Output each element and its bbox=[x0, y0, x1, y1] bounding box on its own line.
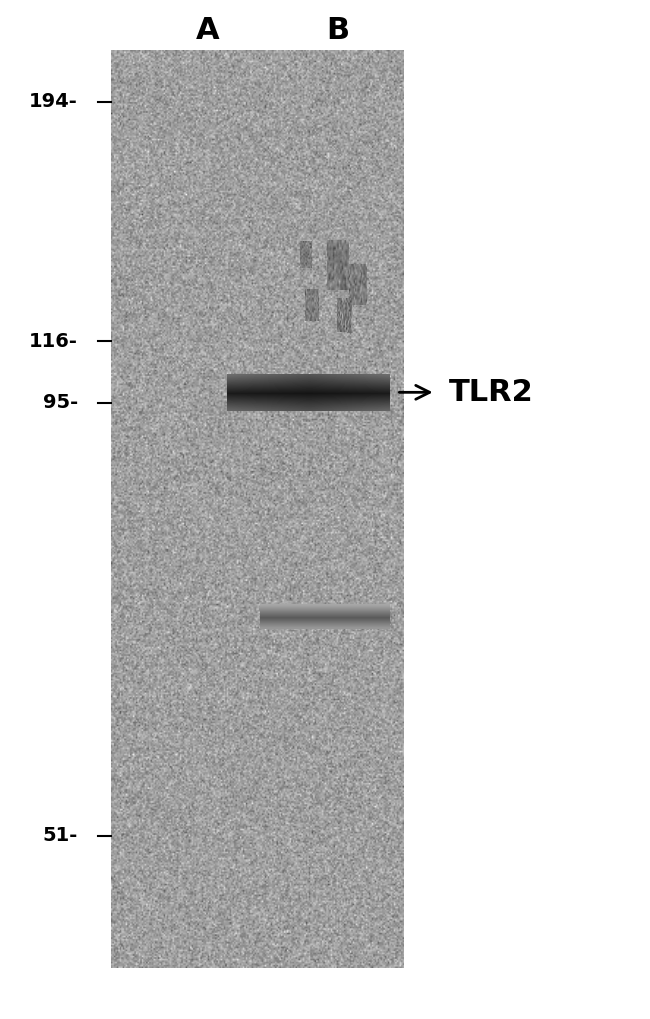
Text: B: B bbox=[326, 16, 350, 45]
Text: 95-: 95- bbox=[43, 393, 78, 412]
Text: 116-: 116- bbox=[29, 332, 78, 351]
Text: 194-: 194- bbox=[29, 93, 78, 111]
Text: A: A bbox=[196, 16, 220, 45]
Text: TLR2: TLR2 bbox=[448, 378, 533, 407]
Text: 51-: 51- bbox=[43, 826, 78, 845]
